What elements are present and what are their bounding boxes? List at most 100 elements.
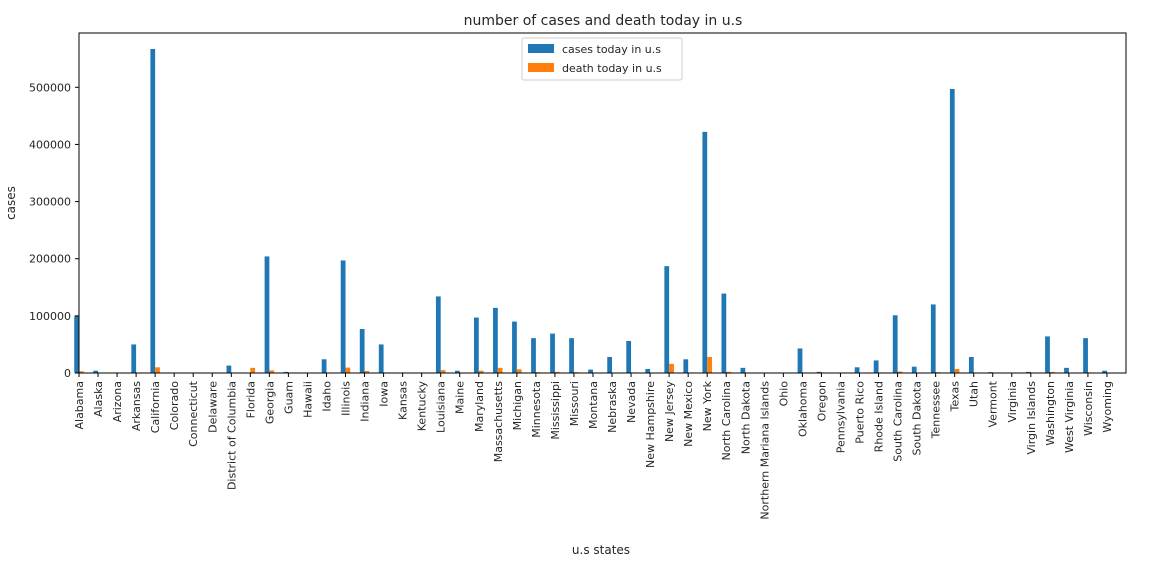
- bar-cases: [1102, 370, 1107, 373]
- x-tick-label: Texas: [949, 381, 962, 413]
- bar-cases: [378, 344, 384, 373]
- x-tick-label: Idaho: [320, 381, 333, 412]
- bar-cases: [797, 348, 803, 373]
- bar-cases: [493, 307, 498, 373]
- x-tick-label: New Hampshire: [644, 381, 657, 468]
- bar-cases: [226, 365, 232, 373]
- x-tick-label: Georgia: [263, 381, 276, 424]
- bar-cases: [93, 370, 99, 373]
- bar-deaths: [478, 370, 484, 373]
- bar-cases: [1045, 336, 1050, 373]
- bar-deaths: [364, 371, 370, 373]
- bar-deaths: [897, 371, 903, 373]
- plot-frame: [78, 32, 1127, 374]
- bar-cases: [588, 369, 593, 373]
- x-tick-label: Washington: [1044, 381, 1057, 446]
- bar-deaths: [954, 369, 960, 373]
- bar-cases: [645, 369, 651, 373]
- x-tick-label: Massachusetts: [492, 381, 505, 463]
- bar-cases: [873, 360, 879, 373]
- x-tick-label: Connecticut: [187, 380, 200, 447]
- bar-cases: [949, 89, 955, 373]
- bar-cases: [626, 341, 632, 373]
- bar-deaths: [497, 367, 503, 373]
- y-tick-label: 200000: [29, 253, 71, 266]
- x-tick-label: Vermont: [987, 380, 1000, 427]
- x-tick-label: District of Columbia: [225, 381, 238, 490]
- x-tick-label: Pennsylvania: [834, 381, 847, 453]
- x-tick-label: Puerto Rico: [853, 381, 866, 444]
- x-tick-label: Kansas: [397, 381, 410, 420]
- bar-cases: [607, 357, 613, 373]
- x-tick-label: Maryland: [473, 381, 486, 432]
- x-tick-label: Wisconsin: [1082, 381, 1095, 436]
- y-tick-label: 100000: [29, 310, 71, 323]
- bar-cases: [1026, 371, 1031, 373]
- x-tick-label: Guam: [282, 381, 295, 414]
- bar-deaths: [79, 371, 84, 373]
- legend-swatch-cases: [528, 44, 554, 53]
- y-axis: 0 100000 200000 300000 400000 500000: [29, 81, 79, 380]
- bar-cases: [721, 293, 727, 373]
- x-tick-label: Michigan: [511, 381, 524, 430]
- bar-cases: [131, 344, 137, 373]
- x-tick-label: Nebraska: [606, 381, 619, 433]
- bar-cases: [359, 329, 365, 373]
- x-tick-label: Louisiana: [435, 381, 448, 433]
- bar-cases: [702, 131, 708, 373]
- x-tick-label: Mississippi: [549, 381, 562, 440]
- x-tick-label: North Carolina: [720, 381, 733, 461]
- x-tick-label: California: [149, 381, 162, 433]
- bar-cases: [740, 367, 746, 373]
- x-tick-label: Montana: [587, 381, 600, 429]
- x-tick-label: Virgin Islands: [1025, 381, 1038, 455]
- bar-cases: [321, 359, 327, 373]
- x-tick-label: Iowa: [378, 381, 391, 407]
- bar-deaths: [345, 367, 351, 373]
- bar-deaths: [1049, 371, 1055, 373]
- x-tick-label: Florida: [244, 381, 257, 418]
- x-tick-label: Alaska: [92, 381, 105, 417]
- bar-cases: [531, 338, 536, 373]
- bar-cases: [1064, 367, 1069, 373]
- x-axis-label: u.s states: [572, 543, 630, 557]
- x-tick-label: Ohio: [777, 381, 790, 407]
- y-tick-label: 400000: [29, 138, 71, 151]
- bar-cases: [930, 304, 936, 373]
- bar-cases: [1083, 338, 1088, 373]
- bar-cases: [74, 315, 79, 373]
- x-tick-label: North Dakota: [739, 381, 752, 454]
- x-tick-label: New Mexico: [682, 381, 695, 447]
- x-tick-label: Kentucky: [416, 381, 429, 432]
- x-tick-label: Delaware: [206, 381, 219, 433]
- legend-label-cases: cases today in u.s: [562, 43, 661, 56]
- bar-cases: [512, 321, 517, 373]
- bar-deaths: [155, 367, 160, 373]
- x-tick-label: Rhode Island: [873, 381, 886, 452]
- x-tick-label: Alabama: [73, 381, 86, 430]
- bar-cases: [892, 315, 898, 373]
- y-tick-label: 0: [64, 367, 71, 380]
- x-tick-label: Virginia: [1006, 381, 1019, 422]
- bar-deaths: [440, 370, 446, 373]
- x-tick-label: Arizona: [111, 381, 124, 422]
- bar-cases: [283, 371, 289, 373]
- legend: cases today in u.s death today in u.s: [521, 37, 683, 81]
- bar-cases: [683, 359, 689, 373]
- legend-box: [521, 37, 683, 81]
- x-tick-label: South Carolina: [892, 381, 905, 462]
- bar-cases: [150, 49, 156, 373]
- bar-deaths: [250, 367, 256, 373]
- x-tick-label: Hawaii: [301, 381, 314, 418]
- x-tick-label: New Jersey: [663, 381, 676, 443]
- x-tick-label: South Dakota: [911, 381, 924, 455]
- bar-cases: [340, 260, 346, 373]
- x-tick-label: Northern Mariana Islands: [758, 381, 771, 520]
- x-tick-label: Utah: [968, 381, 981, 407]
- x-tick-label: Oklahoma: [796, 381, 809, 437]
- y-tick-label: 500000: [29, 81, 71, 94]
- legend-label-deaths: death today in u.s: [562, 62, 662, 75]
- x-tick-label: Maine: [454, 381, 467, 414]
- bar-deaths: [554, 371, 560, 373]
